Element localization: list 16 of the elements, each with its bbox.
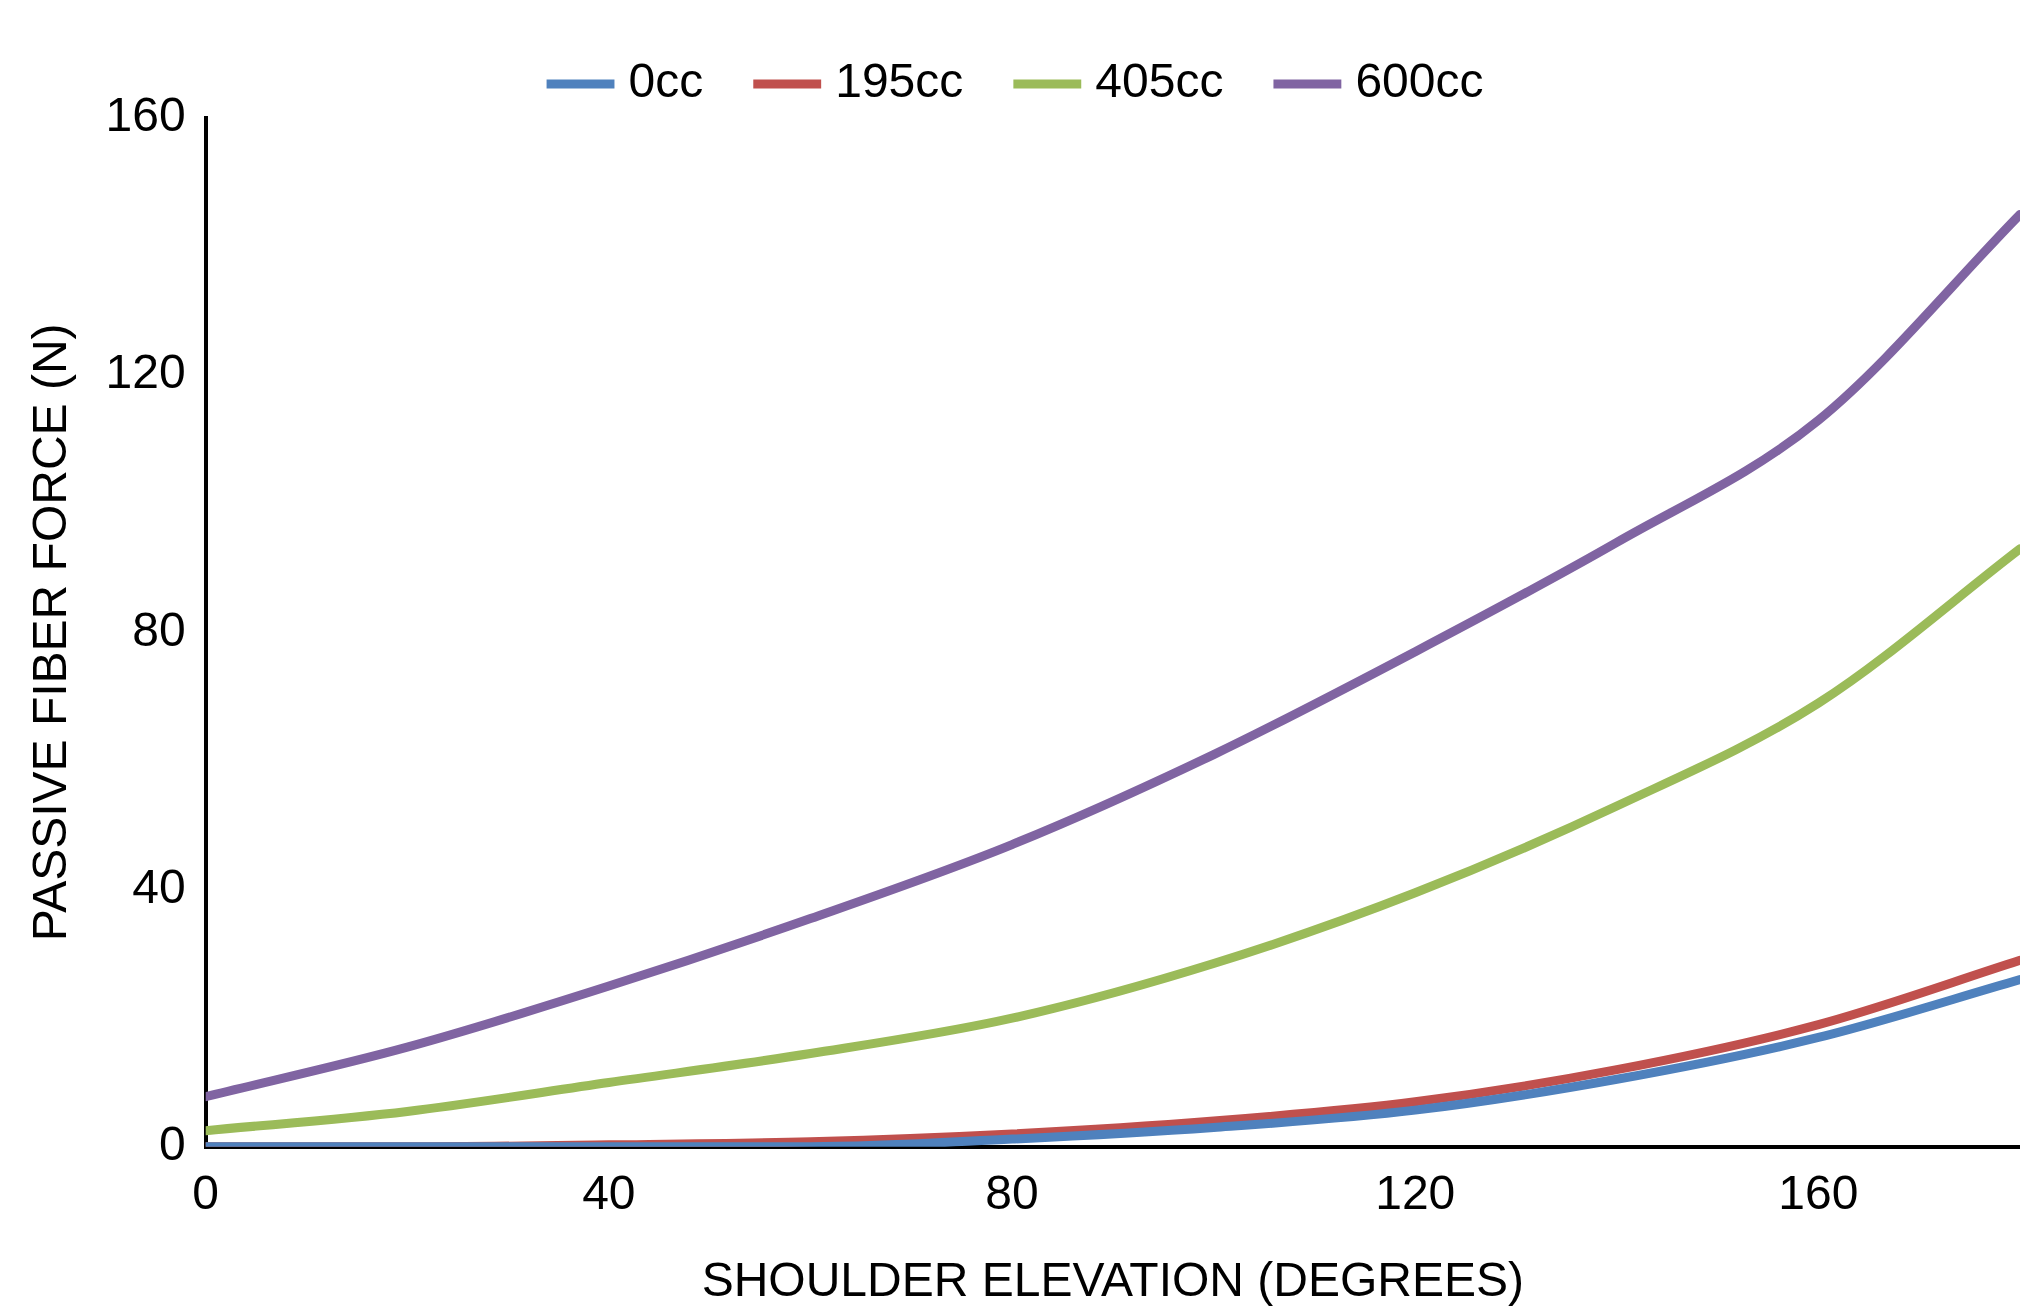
x-tick-label: 40 [582, 1165, 636, 1219]
legend-label: 600cc [1355, 54, 1484, 108]
x-tick-label: 0 [192, 1165, 220, 1219]
y-tick-label: 80 [132, 602, 186, 656]
legend-label: 0cc [628, 54, 704, 108]
y-axis-title: PASSIVE FIBER FORCE (N) [23, 323, 77, 942]
x-tick-label: 120 [1375, 1165, 1456, 1219]
y-tick-label: 160 [105, 88, 186, 142]
x-tick-label: 80 [985, 1165, 1039, 1219]
y-tick-label: 40 [132, 859, 186, 913]
y-tick-label: 0 [158, 1117, 186, 1171]
y-tick-label: 120 [105, 345, 186, 399]
legend-label: 405cc [1095, 54, 1224, 108]
x-tick-label: 160 [1778, 1165, 1859, 1219]
x-axis-title: SHOULDER ELEVATION (DEGREES) [701, 1253, 1525, 1307]
legend-label: 195cc [835, 54, 964, 108]
